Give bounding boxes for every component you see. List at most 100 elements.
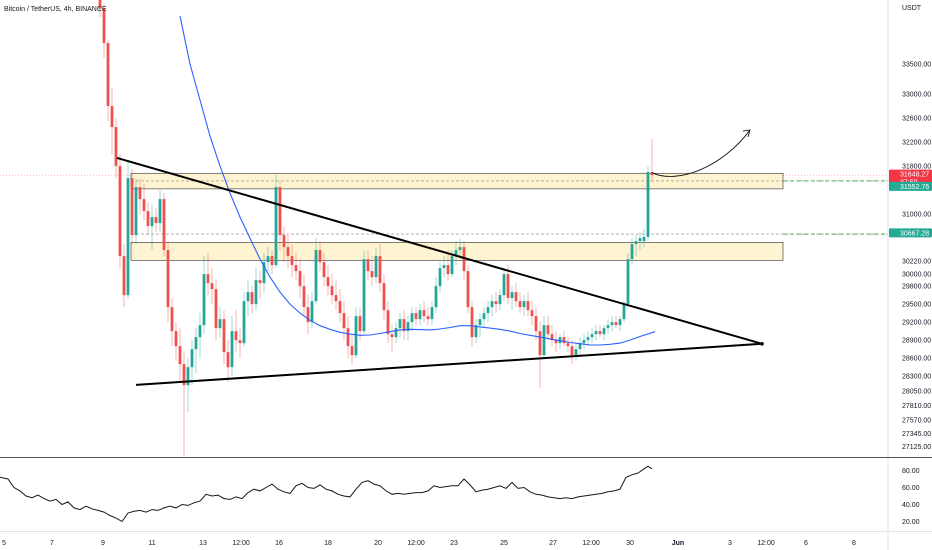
time-label: 7: [50, 540, 54, 547]
candle-body: [458, 247, 462, 251]
candle-body: [618, 319, 622, 326]
candle-body: [178, 346, 182, 365]
time-label: 12:00: [582, 540, 600, 547]
candle-body: [426, 316, 430, 320]
current-price-tag-bg: [889, 169, 932, 186]
candle-body: [474, 325, 478, 338]
price-tick: 31800.00: [902, 164, 931, 171]
candle-body: [570, 346, 574, 356]
candle-body: [182, 364, 186, 386]
price-tick: 28600.00: [902, 356, 931, 363]
candle-body: [514, 292, 518, 302]
candle-body: [522, 301, 526, 308]
rsi-tick: 60.00: [902, 485, 920, 492]
projection-arrow[interactable]: [651, 129, 751, 177]
rsi-axis[interactable]: 80.00 60.00 40.00 20.00: [902, 468, 920, 526]
candle-body: [478, 319, 482, 326]
candle-body: [470, 307, 474, 338]
candle-body: [98, 0, 102, 9]
candle-body: [462, 247, 466, 272]
candle-body: [606, 325, 610, 329]
price-tick: 27570.00: [902, 417, 931, 424]
candle-body: [218, 319, 222, 329]
price-axis[interactable]: 33500.00 33000.00 32600.00 32200.00 31800.00…: [902, 62, 931, 452]
level-1-tag-text: 31552.76: [900, 184, 929, 191]
candle-body: [542, 325, 546, 356]
candle-body: [354, 316, 358, 356]
triangle-upper-trendline: [116, 157, 763, 345]
candle-body: [250, 292, 254, 305]
candle-body: [114, 127, 118, 167]
triangle-lower-trendline: [135, 342, 763, 386]
candle-body: [510, 292, 514, 299]
candle-body: [630, 244, 634, 260]
candle-body: [130, 178, 134, 236]
candle-body: [598, 331, 602, 335]
rsi-tick: 20.00: [902, 519, 920, 526]
candle-body: [566, 343, 570, 347]
candle-body: [342, 313, 346, 329]
candle-body: [450, 256, 454, 275]
candle-body: [270, 256, 274, 266]
candle-body: [374, 256, 378, 278]
candle-body: [246, 292, 250, 302]
candle-body: [438, 268, 442, 287]
candle-body: [454, 250, 458, 257]
candle-body: [142, 199, 146, 212]
candle-body: [314, 250, 318, 302]
candle-body: [234, 331, 238, 341]
level-1-tag-bg: [889, 181, 932, 191]
candle-body: [230, 331, 234, 368]
time-label: 18: [324, 540, 332, 547]
candle-body: [214, 289, 218, 329]
time-label: Jun: [672, 540, 684, 547]
candle-body: [158, 199, 162, 224]
candle-body: [498, 295, 502, 305]
price-tick: 33000.00: [902, 92, 931, 99]
candle-body: [442, 265, 446, 269]
candles-layer: [98, 0, 654, 456]
candle-body: [258, 280, 262, 284]
projection-curve: [651, 129, 751, 177]
candle-body: [390, 334, 394, 338]
candle-body: [614, 322, 618, 326]
candle-body: [366, 259, 370, 272]
candle-body: [262, 262, 266, 284]
time-label: 9: [101, 540, 105, 547]
candle-body: [622, 304, 626, 320]
candle-body: [126, 178, 130, 296]
candle-body: [298, 271, 302, 287]
candle-body: [534, 316, 538, 332]
candle-body: [346, 328, 350, 347]
candle-body: [106, 43, 110, 107]
candle-body: [402, 319, 406, 332]
candle-body: [362, 259, 366, 332]
candle-body: [238, 340, 242, 344]
time-label: 30: [626, 540, 634, 547]
candle-body: [646, 172, 650, 237]
candle-body: [550, 334, 554, 341]
price-tick: 32600.00: [902, 116, 931, 123]
candle-body: [410, 313, 414, 323]
time-label: 11: [148, 540, 155, 547]
candle-body: [326, 277, 330, 287]
time-label: 12:00: [407, 540, 425, 547]
candle-body: [382, 283, 386, 311]
triangle-pattern[interactable]: [116, 157, 764, 386]
time-label: 12:00: [232, 540, 250, 547]
candle-body: [574, 349, 578, 356]
candle-body: [562, 337, 566, 344]
time-axis[interactable]: 5 7 9 11 13 12:00 16 18 20 12:00 23 25 27 12:00 30 Jun 3…: [2, 540, 856, 547]
candle-body: [650, 172, 654, 176]
candle-body: [254, 280, 258, 305]
candle-body: [150, 217, 154, 227]
candle-body: [518, 301, 522, 308]
price-tick: 33500.00: [902, 62, 931, 69]
candle-body: [350, 346, 354, 356]
level-2-tag-text: 30667.28: [900, 230, 929, 237]
candle-body: [586, 337, 590, 341]
candle-body: [166, 250, 170, 308]
candle-body: [198, 325, 202, 338]
